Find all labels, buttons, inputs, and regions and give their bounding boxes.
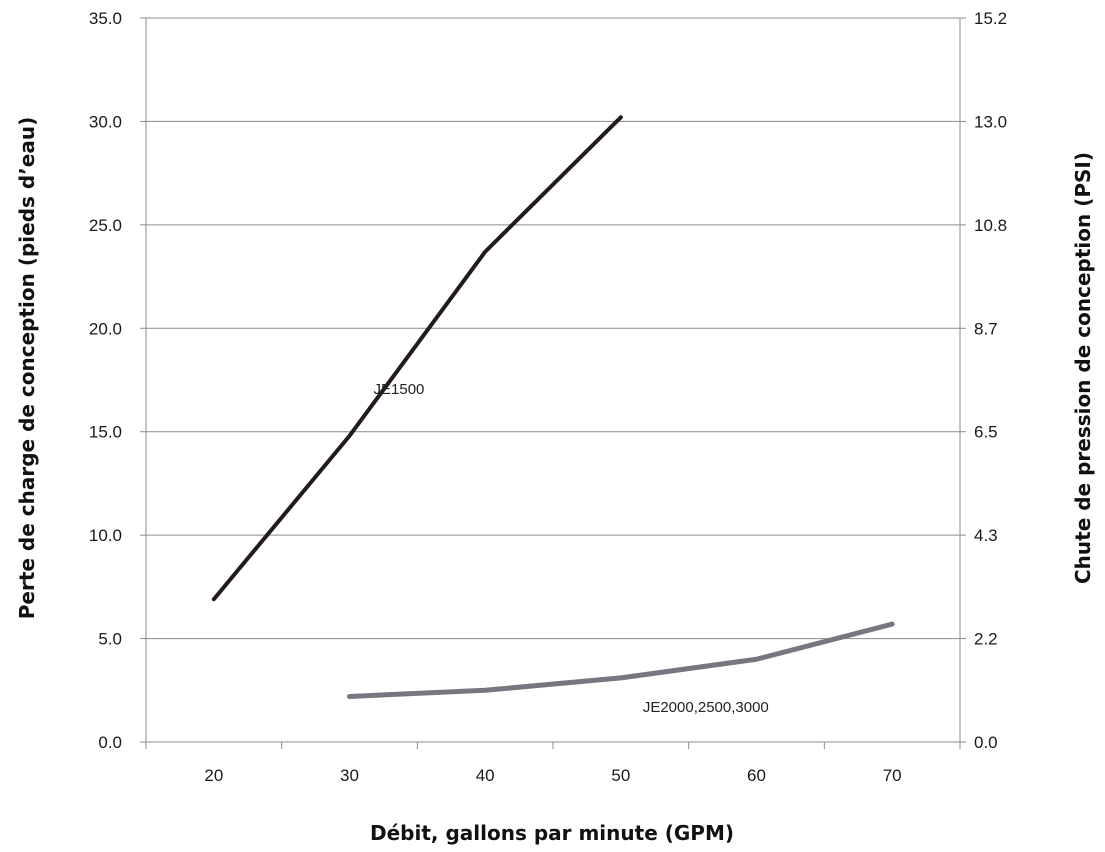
y-left-tick-label: 0.0 [98, 733, 122, 752]
series-label-1: JE1500 [374, 381, 425, 398]
y-right-tick-label: 10.8 [974, 216, 1007, 235]
x-tick-label: 40 [476, 766, 495, 785]
y-axis-right-title: Chute de pression de conception (PSI) [1071, 152, 1095, 584]
y-left-tick-label: 35.0 [89, 9, 122, 28]
y-right-tick-label: 0.0 [974, 733, 998, 752]
x-tick-label: 30 [340, 766, 359, 785]
series-label-2: JE2000,2500,3000 [643, 699, 769, 716]
y-right-tick-label: 8.7 [974, 319, 998, 338]
y-left-tick-label: 10.0 [89, 526, 122, 545]
y-left-tick-label: 30.0 [89, 112, 122, 131]
axes [140, 17, 966, 749]
y-right-tick-label: 15.2 [974, 9, 1007, 28]
y-axis-left-ticks: 0.0 5.0 10.0 15.0 20.0 25.0 30.0 35.0 [89, 9, 122, 752]
y-right-tick-label: 13.0 [974, 112, 1007, 131]
x-tick-label: 20 [204, 766, 223, 785]
series-labels: JE1500 JE2000,2500,3000 [374, 381, 769, 716]
x-axis-ticks: 20 30 40 50 60 70 [204, 766, 901, 785]
y-axis-right-ticks: 0.0 2.2 4.3 6.5 8.7 10.8 13.0 15.2 [974, 9, 1007, 752]
y-right-tick-label: 2.2 [974, 630, 998, 649]
x-tick-label: 70 [883, 766, 902, 785]
y-right-tick-label: 4.3 [974, 526, 998, 545]
series-lines [211, 115, 895, 699]
y-left-tick-label: 15.0 [89, 423, 122, 442]
y-right-tick-label: 6.5 [974, 423, 998, 442]
x-tick-label: 60 [747, 766, 766, 785]
x-axis-title: Débit, gallons par minute (GPM) [370, 821, 734, 845]
y-left-tick-label: 5.0 [98, 630, 122, 649]
y-axis-left-title: Perte de charge de conception (pieds d’e… [15, 117, 39, 620]
x-tick-label: 50 [611, 766, 630, 785]
series-line-2 [347, 621, 895, 699]
gridlines [146, 17, 960, 640]
series-line-1 [211, 115, 623, 602]
y-left-tick-label: 20.0 [89, 319, 122, 338]
y-left-tick-label: 25.0 [89, 216, 122, 235]
